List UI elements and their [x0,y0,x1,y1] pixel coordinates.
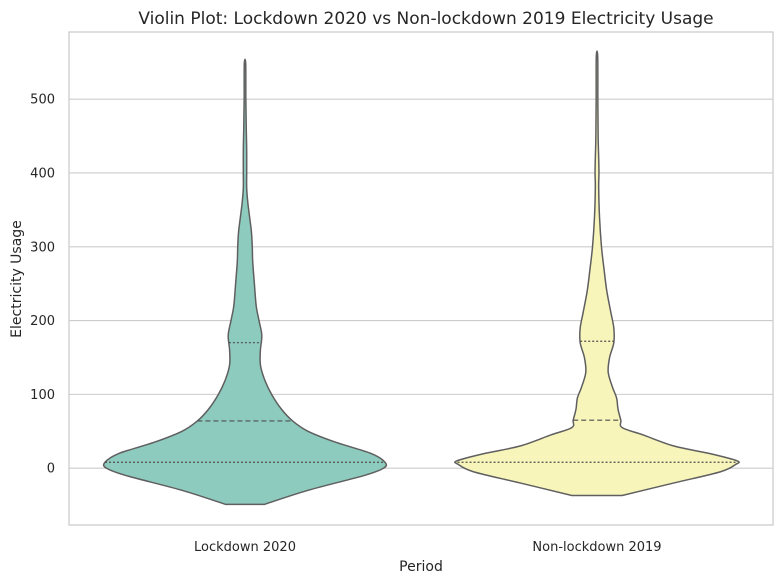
violins-group [102,50,740,506]
x-axis-label: Period [399,559,443,575]
chart-title: Violin Plot: Lockdown 2020 vs Non-lockdo… [138,9,713,29]
x-tick-label-1: Non-lockdown 2019 [532,540,661,555]
y-tick-label-100: 100 [30,388,55,403]
y-tick-label-200: 200 [30,314,55,329]
y-tick-labels: 0 100 200 300 400 500 [30,93,55,477]
y-tick-label-300: 300 [30,240,55,255]
violin-1 [454,50,740,497]
plot-frame [68,31,774,526]
x-tick-label-0: Lockdown 2020 [194,540,296,555]
x-tick-labels: Lockdown 2020 Non-lockdown 2019 [194,540,662,555]
y-tick-label-500: 500 [30,93,55,108]
violin-0 [102,58,388,506]
y-tick-label-0: 0 [47,462,55,477]
grid-lines [69,98,773,469]
y-tick-label-400: 400 [30,166,55,181]
y-axis-label: Electricity Usage [9,220,25,338]
